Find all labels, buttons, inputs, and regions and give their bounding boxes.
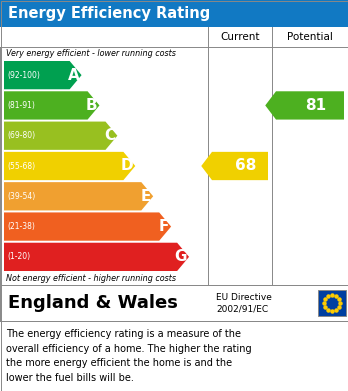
Polygon shape bbox=[4, 122, 117, 150]
Text: (39-54): (39-54) bbox=[7, 192, 35, 201]
Polygon shape bbox=[4, 212, 171, 241]
Bar bbox=[0, 27, 348, 285]
Polygon shape bbox=[4, 243, 189, 271]
Text: (69-80): (69-80) bbox=[7, 131, 35, 140]
Bar bbox=[0, 0, 348, 27]
Text: B: B bbox=[86, 98, 97, 113]
Text: Energy Efficiency Rating: Energy Efficiency Rating bbox=[8, 6, 210, 21]
Text: E: E bbox=[141, 189, 151, 204]
Text: F: F bbox=[159, 219, 169, 234]
Text: A: A bbox=[68, 68, 80, 83]
Text: (92-100): (92-100) bbox=[7, 71, 40, 80]
Text: C: C bbox=[104, 128, 116, 143]
Text: EU Directive
2002/91/EC: EU Directive 2002/91/EC bbox=[216, 292, 272, 314]
Text: Very energy efficient - lower running costs: Very energy efficient - lower running co… bbox=[6, 49, 176, 58]
Text: (21-38): (21-38) bbox=[7, 222, 35, 231]
Text: (81-91): (81-91) bbox=[7, 101, 35, 110]
Text: G: G bbox=[174, 249, 187, 264]
Bar bbox=[318, 290, 346, 316]
Text: D: D bbox=[121, 158, 133, 174]
Polygon shape bbox=[265, 91, 344, 120]
Bar bbox=[0, 285, 348, 321]
Text: 68: 68 bbox=[235, 158, 256, 174]
Text: 81: 81 bbox=[305, 98, 326, 113]
Polygon shape bbox=[201, 152, 268, 180]
Text: Not energy efficient - higher running costs: Not energy efficient - higher running co… bbox=[6, 274, 176, 283]
Text: (55-68): (55-68) bbox=[7, 161, 35, 170]
Polygon shape bbox=[4, 152, 135, 180]
Text: Current: Current bbox=[220, 32, 260, 42]
Polygon shape bbox=[4, 91, 100, 120]
Text: (1-20): (1-20) bbox=[7, 252, 30, 261]
Text: England & Wales: England & Wales bbox=[8, 294, 178, 312]
Text: The energy efficiency rating is a measure of the
overall efficiency of a home. T: The energy efficiency rating is a measur… bbox=[6, 329, 252, 383]
Polygon shape bbox=[4, 61, 81, 89]
Text: Potential: Potential bbox=[287, 32, 333, 42]
Polygon shape bbox=[4, 182, 153, 210]
Bar bbox=[0, 27, 348, 47]
